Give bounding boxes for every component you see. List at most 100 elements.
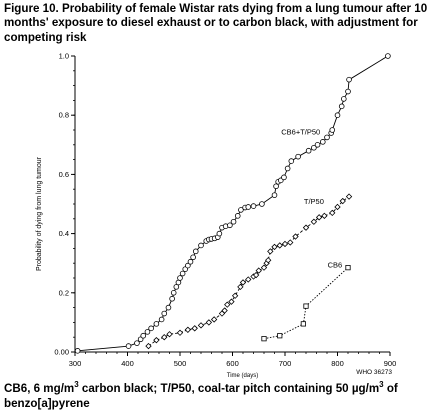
data-point: [230, 218, 237, 225]
x-axis-title: Time (days): [227, 373, 258, 379]
data-point: [216, 230, 223, 237]
y-tick-label: 0.2: [59, 288, 69, 297]
data-point: [321, 212, 328, 220]
y-tick-label: 0.6: [59, 170, 69, 179]
data-point: [238, 207, 244, 213]
data-point: [345, 193, 353, 200]
data-point: [184, 326, 192, 333]
data-point: [161, 334, 168, 341]
data-point: [252, 271, 260, 279]
x-tick-label: 500: [174, 359, 187, 368]
caption-sup2: 3: [379, 380, 384, 390]
series-cb6: [261, 265, 351, 342]
data-point: [145, 342, 152, 350]
data-point: [169, 295, 175, 302]
data-point: [228, 298, 235, 305]
data-point: [334, 112, 341, 118]
caption-line1-b: carbon black; T/P50, coal-tar pitch cont…: [78, 382, 380, 395]
data-point: [158, 316, 165, 323]
figure-caption: CB6, 6 mg/m 3 carbon black; T/P50, coal-t…: [4, 381, 428, 411]
chart-labels: CB6+T/P50 T/P50 CB6: [281, 127, 342, 269]
caption-line1-c: of: [383, 382, 398, 395]
data-point: [227, 222, 233, 229]
y-tick-label: 0.00: [54, 348, 69, 357]
data-point: [339, 197, 346, 205]
data-point: [221, 307, 228, 314]
y-tick-label: 0.8: [59, 111, 69, 120]
data-point: [239, 279, 247, 286]
data-point: [338, 103, 345, 110]
data-point: [271, 243, 278, 251]
data-point: [295, 153, 301, 160]
data-point: [271, 192, 278, 198]
data-point: [140, 332, 147, 339]
series-label: CB6: [328, 261, 343, 270]
figure-reference: WHO 36273: [356, 369, 392, 376]
data-point: [148, 325, 154, 332]
data-point: [340, 96, 347, 102]
data-point: [74, 348, 81, 354]
data-point: [125, 343, 132, 349]
data-point: [276, 242, 283, 249]
data-point: [319, 139, 326, 145]
data-point: [277, 333, 283, 339]
data-point: [179, 270, 186, 277]
data-point: [191, 325, 198, 332]
data-point: [305, 147, 312, 154]
data-point: [324, 134, 330, 141]
data-point: [161, 310, 168, 317]
data-point: [260, 264, 268, 271]
x-tick-label: 600: [226, 359, 239, 368]
data-point: [303, 303, 309, 309]
chart-axes: 300 400 500 600 700 800 900 0.00 0.2 0.4 0.6 0.8 1.0…: [36, 52, 396, 380]
data-point: [255, 267, 262, 274]
data-point: [187, 258, 194, 265]
data-point: [192, 248, 199, 255]
data-point: [231, 292, 239, 299]
data-point: [170, 289, 177, 296]
data-point: [198, 242, 204, 249]
series-line: [263, 267, 349, 340]
data-point: [144, 329, 151, 335]
x-tick-label: 900: [384, 359, 397, 368]
caption-line2: benzo[a]pyrene: [4, 397, 90, 410]
data-point: [267, 248, 274, 255]
data-point: [287, 239, 294, 246]
series-label: T/P50: [304, 197, 324, 206]
data-point: [345, 88, 351, 95]
y-tick-label: 1.0: [59, 52, 69, 61]
data-point: [210, 316, 218, 323]
data-point: [259, 201, 265, 207]
x-tick-label: 700: [279, 359, 292, 368]
data-point: [205, 319, 213, 326]
series-t-p50: [145, 193, 353, 350]
data-point: [302, 224, 310, 231]
data-point: [261, 336, 267, 342]
x-tick-label: 400: [121, 359, 134, 368]
caption-line1-a: CB6, 6 mg/m: [4, 382, 75, 395]
x-tick-label: 800: [331, 359, 344, 368]
data-point: [173, 284, 180, 290]
data-point: [234, 213, 241, 219]
x-tick-label: 300: [69, 359, 82, 368]
data-point: [311, 144, 317, 151]
data-point: [265, 257, 272, 264]
data-point: [345, 265, 351, 271]
data-point: [224, 301, 231, 308]
data-point: [334, 203, 341, 211]
data-point: [153, 336, 160, 344]
y-tick-label: 0.4: [59, 229, 69, 238]
data-point: [346, 76, 352, 83]
data-point: [153, 321, 160, 327]
data-point: [166, 331, 173, 338]
data-point: [245, 204, 252, 210]
data-point: [245, 276, 252, 283]
data-point: [185, 262, 191, 269]
data-point: [281, 240, 289, 248]
data-point: [250, 203, 257, 209]
data-point: [329, 127, 336, 133]
data-point: [300, 321, 306, 327]
chart-series: [74, 53, 391, 354]
data-point: [177, 275, 183, 281]
